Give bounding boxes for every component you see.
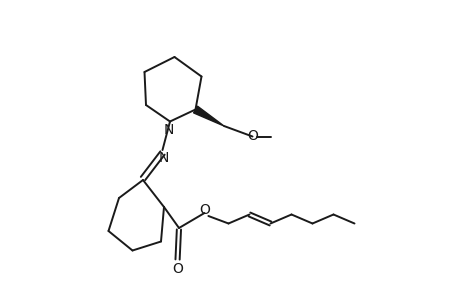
Text: O: O <box>199 203 209 217</box>
Text: O: O <box>172 262 183 276</box>
Text: N: N <box>163 123 174 137</box>
Polygon shape <box>193 106 224 126</box>
Text: N: N <box>159 151 169 164</box>
Text: O: O <box>246 130 257 143</box>
